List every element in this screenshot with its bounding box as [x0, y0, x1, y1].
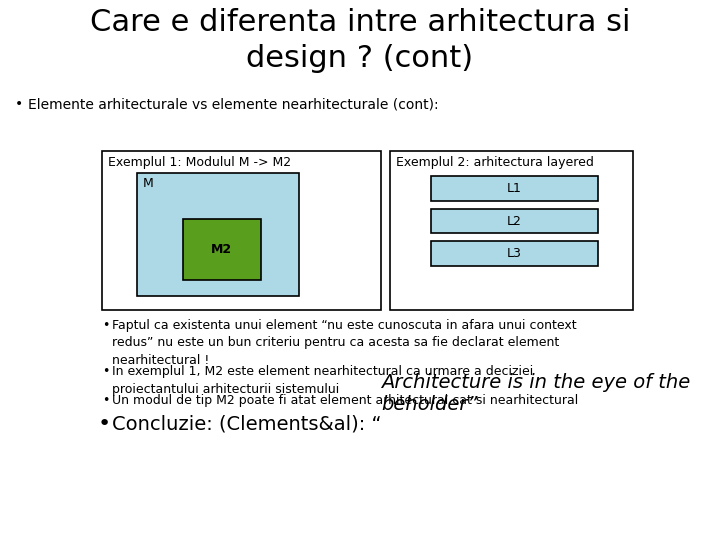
- Text: Exemplul 1: Modulul M -> M2: Exemplul 1: Modulul M -> M2: [108, 156, 291, 168]
- Text: M2: M2: [211, 243, 233, 256]
- Bar: [431, 177, 598, 201]
- Text: •: •: [98, 414, 111, 434]
- Text: Exemplul 2: arhitectura layered: Exemplul 2: arhitectura layered: [396, 156, 594, 168]
- Text: design ? (cont): design ? (cont): [246, 44, 474, 73]
- Text: L3: L3: [507, 247, 522, 260]
- Text: In exemplul 1, M2 este element nearhitectural ca urmare a deciziei
proiectantulu: In exemplul 1, M2 este element nearhitec…: [112, 365, 533, 396]
- Text: M: M: [143, 177, 153, 190]
- Text: •: •: [102, 394, 109, 407]
- Text: •: •: [102, 365, 109, 378]
- Text: Elemente arhitecturale vs elemente nearhitecturale (cont):: Elemente arhitecturale vs elemente nearh…: [28, 97, 438, 111]
- Text: L2: L2: [507, 214, 522, 228]
- Text: •: •: [15, 97, 23, 111]
- Bar: [102, 151, 381, 309]
- Bar: [390, 151, 632, 309]
- Text: Un modul de tip M2 poate fi atat element arhitectural cat si nearhitectural: Un modul de tip M2 poate fi atat element…: [112, 394, 578, 407]
- Text: •: •: [102, 319, 109, 332]
- Text: Architecture is in the eye of the
beholder”: Architecture is in the eye of the behold…: [381, 373, 690, 414]
- Bar: [137, 173, 300, 296]
- Text: Concluzie: (Clements&al): “: Concluzie: (Clements&al): “: [112, 414, 381, 434]
- Bar: [431, 209, 598, 233]
- Bar: [183, 219, 261, 280]
- Bar: [431, 241, 598, 266]
- Text: L1: L1: [507, 183, 522, 195]
- Text: Care e diferenta intre arhitectura si: Care e diferenta intre arhitectura si: [90, 8, 630, 37]
- Text: Faptul ca existenta unui element “nu este cunoscuta in afara unui context
redus”: Faptul ca existenta unui element “nu est…: [112, 319, 576, 367]
